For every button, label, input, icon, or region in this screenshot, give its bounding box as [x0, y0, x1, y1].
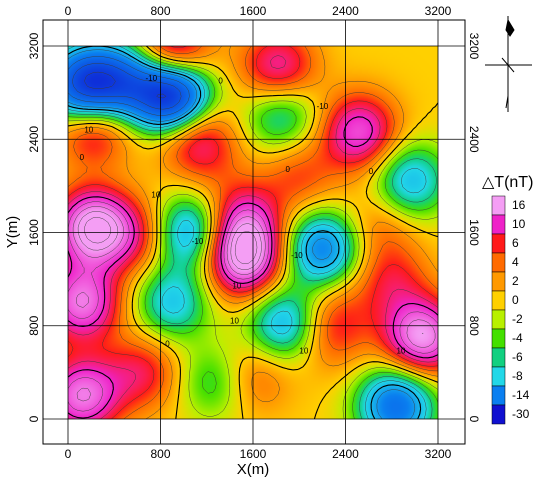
colorbar-label: 0: [512, 293, 519, 307]
contour-minor: [68, 201, 438, 412]
colorbar-label: -6: [512, 350, 523, 364]
colorbar-title: △T(nT): [482, 174, 533, 191]
contour-label: 0: [218, 76, 223, 85]
contour-minor: [68, 46, 438, 419]
right-tick-label: 3200: [467, 33, 481, 60]
x-tick-label: 3200: [425, 447, 452, 461]
colorbar-label: 4: [512, 255, 519, 269]
y-tick-label: 2400: [27, 126, 41, 153]
contour-minor: [68, 46, 427, 419]
contour-label: -10: [291, 251, 303, 260]
y-axis-label: Y(m): [4, 216, 21, 249]
colorbar-label: 10: [512, 217, 526, 231]
colorbar-label: 16: [512, 198, 526, 212]
colorbar-swatch: [491, 290, 506, 311]
colorbar-label: 2: [512, 274, 519, 288]
contour-minor: [68, 55, 438, 419]
top-tick-label: 1600: [240, 4, 267, 18]
colorbar-label: 6: [512, 236, 519, 250]
colorbar-swatch: [491, 385, 506, 406]
plot-frame: [42, 19, 466, 445]
colorbar-swatch: [491, 252, 506, 273]
contour-label: -10: [145, 74, 157, 83]
contour-label: 0: [165, 340, 170, 349]
x-tick-label: 1600: [240, 447, 267, 461]
contour-minor: [72, 63, 182, 110]
contour-minor: [84, 217, 258, 265]
colorbar-swatch: [491, 214, 506, 235]
contour-label: 10: [232, 281, 241, 290]
right-tick-label: 800: [467, 316, 481, 336]
right-tick-label: 0: [467, 416, 481, 423]
contour-major: [68, 116, 438, 419]
axis-ticks: 0 800 1600 2400 3200 0 800 1600 2400 3200 0 800 1600…: [27, 4, 481, 461]
colorbar-swatch: [491, 195, 506, 216]
y-tick-label: 3200: [27, 32, 41, 59]
contour-major: [68, 46, 422, 419]
contour-label: 10: [299, 347, 308, 356]
right-tick-label: 2400: [467, 126, 481, 153]
top-tick-label: 0: [65, 4, 72, 18]
top-tick-label: 800: [150, 4, 170, 18]
top-tick-label: 3200: [425, 4, 452, 18]
colorbar-label: -14: [512, 388, 530, 402]
top-tick-label: 2400: [332, 4, 359, 18]
colorbar-label: -2: [512, 312, 523, 326]
colorbar-swatch: [491, 233, 506, 254]
contour-label: 0: [285, 165, 290, 174]
colorbar-swatch: [491, 328, 506, 349]
north-arrow-icon: [485, 16, 532, 112]
colorbar-swatch: [491, 271, 506, 292]
contour-labels: -10 0 10 -10 0 0 0 10 -10 10 0 10 -10 10 10: [80, 74, 406, 356]
contour-minor: [68, 46, 438, 419]
colorbar-label: -30: [512, 407, 530, 421]
contour-minor: [68, 49, 416, 419]
contour-major: [68, 46, 438, 419]
colorbar-swatch: [491, 366, 506, 387]
contour-lines: [68, 46, 438, 419]
colorbar-swatch: [491, 404, 506, 425]
y-tick-label: 800: [27, 315, 41, 335]
contour-minor: [72, 206, 436, 402]
contour-minor: [77, 211, 424, 334]
contour-label: 10: [84, 125, 93, 134]
gridlines: [43, 20, 465, 444]
y-tick-label: 1600: [27, 219, 41, 246]
right-tick-label: 1600: [467, 219, 481, 246]
x-axis-label: X(m): [237, 461, 270, 478]
contour-label: 0: [80, 153, 85, 162]
y-tick-label: 0: [27, 415, 41, 422]
contour-minor: [84, 71, 167, 99]
x-tick-label: 2400: [332, 447, 359, 461]
contour-minor: [68, 56, 190, 116]
x-tick-label: 800: [150, 447, 170, 461]
contour-label: -10: [317, 102, 329, 111]
colorbar-swatch: [491, 347, 506, 368]
contour-label: 0: [369, 167, 374, 176]
contour-label: 10: [230, 316, 239, 325]
colorbar-label: -4: [512, 331, 523, 345]
colorbar: 16 10 6 4 2 0 -2 -4 -6 -8 -14 -30: [491, 195, 530, 425]
colorbar-swatch: [491, 309, 506, 330]
contour-label: 10: [151, 191, 160, 200]
x-tick-label: 0: [65, 447, 72, 461]
colorbar-label: -8: [512, 369, 523, 383]
contour-minor: [68, 46, 438, 419]
contour-label: -10: [192, 237, 204, 246]
contour-label: 10: [397, 347, 406, 356]
